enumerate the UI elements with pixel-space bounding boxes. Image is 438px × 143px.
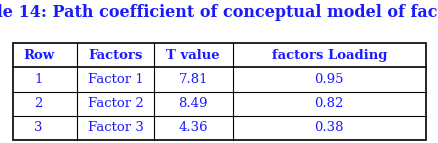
Bar [13, 43, 425, 140]
Text: 4.36: 4.36 [178, 122, 208, 134]
Text: Table 14: Path coefficient of conceptual model of factors: Table 14: Path coefficient of conceptual… [0, 4, 438, 21]
Text: Factor 3: Factor 3 [87, 122, 143, 134]
Text: 0.82: 0.82 [314, 97, 343, 110]
Text: 2: 2 [34, 97, 43, 110]
Text: factors Loading: factors Loading [271, 49, 386, 61]
Text: 7.81: 7.81 [178, 73, 208, 86]
Text: Factor 2: Factor 2 [88, 97, 143, 110]
Text: 0.95: 0.95 [314, 73, 343, 86]
Text: 8.49: 8.49 [178, 97, 208, 110]
Text: 1: 1 [34, 73, 43, 86]
Text: Factor 1: Factor 1 [88, 73, 143, 86]
Text: Row: Row [23, 49, 54, 61]
Text: Factors: Factors [88, 49, 142, 61]
Text: T value: T value [166, 49, 219, 61]
Text: 0.38: 0.38 [314, 122, 343, 134]
Text: 3: 3 [34, 122, 43, 134]
